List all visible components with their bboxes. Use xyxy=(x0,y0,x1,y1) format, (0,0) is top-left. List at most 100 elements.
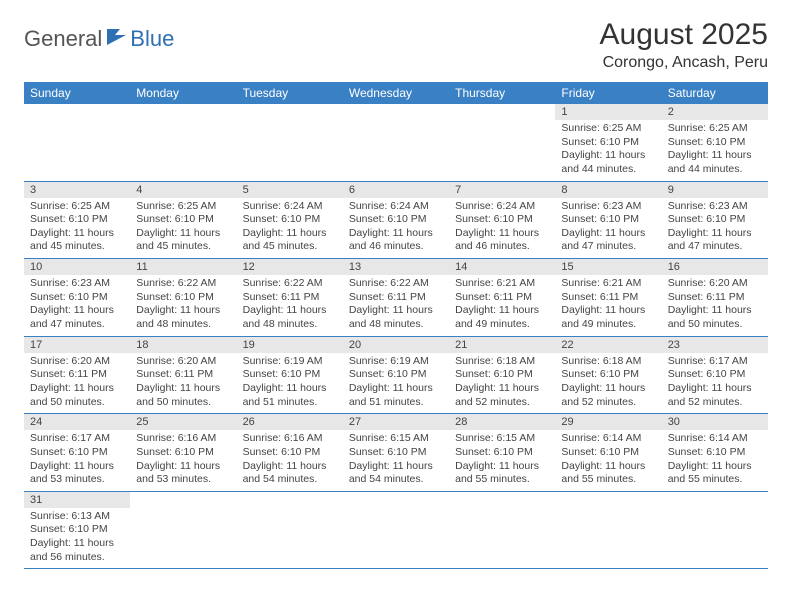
day-details: Sunrise: 6:23 AMSunset: 6:10 PMDaylight:… xyxy=(24,275,130,336)
sunset-text: Sunset: 6:10 PM xyxy=(455,213,549,227)
daylight-text: Daylight: 11 hours and 55 minutes. xyxy=(561,460,655,487)
day-details: Sunrise: 6:24 AMSunset: 6:10 PMDaylight:… xyxy=(449,198,555,259)
logo: General Blue xyxy=(24,26,174,52)
day-number: 6 xyxy=(343,182,449,198)
sunset-text: Sunset: 6:11 PM xyxy=(349,291,443,305)
logo-text-general: General xyxy=(24,26,102,52)
sunset-text: Sunset: 6:10 PM xyxy=(136,446,230,460)
sunrise-text: Sunrise: 6:25 AM xyxy=(668,122,762,136)
calendar-cell xyxy=(130,491,236,569)
sunset-text: Sunset: 6:11 PM xyxy=(668,291,762,305)
calendar-cell: 17Sunrise: 6:20 AMSunset: 6:11 PMDayligh… xyxy=(24,336,130,414)
day-number xyxy=(130,492,236,496)
sunrise-text: Sunrise: 6:24 AM xyxy=(349,200,443,214)
sunset-text: Sunset: 6:10 PM xyxy=(243,213,337,227)
daylight-text: Daylight: 11 hours and 47 minutes. xyxy=(561,227,655,254)
sunset-text: Sunset: 6:10 PM xyxy=(668,213,762,227)
day-details: Sunrise: 6:14 AMSunset: 6:10 PMDaylight:… xyxy=(662,430,768,491)
sunrise-text: Sunrise: 6:14 AM xyxy=(668,432,762,446)
calendar-cell: 16Sunrise: 6:20 AMSunset: 6:11 PMDayligh… xyxy=(662,259,768,337)
daylight-text: Daylight: 11 hours and 50 minutes. xyxy=(668,304,762,331)
calendar-cell xyxy=(662,491,768,569)
calendar-cell: 26Sunrise: 6:16 AMSunset: 6:10 PMDayligh… xyxy=(237,414,343,492)
day-details: Sunrise: 6:21 AMSunset: 6:11 PMDaylight:… xyxy=(555,275,661,336)
sunset-text: Sunset: 6:10 PM xyxy=(136,213,230,227)
day-header-row: Sunday Monday Tuesday Wednesday Thursday… xyxy=(24,82,768,104)
day-details: Sunrise: 6:25 AMSunset: 6:10 PMDaylight:… xyxy=(662,120,768,181)
day-number: 7 xyxy=(449,182,555,198)
calendar-cell xyxy=(237,491,343,569)
day-number: 14 xyxy=(449,259,555,275)
sunset-text: Sunset: 6:10 PM xyxy=(561,446,655,460)
calendar-cell: 30Sunrise: 6:14 AMSunset: 6:10 PMDayligh… xyxy=(662,414,768,492)
day-details: Sunrise: 6:25 AMSunset: 6:10 PMDaylight:… xyxy=(555,120,661,181)
day-details: Sunrise: 6:23 AMSunset: 6:10 PMDaylight:… xyxy=(555,198,661,259)
sunset-text: Sunset: 6:10 PM xyxy=(561,213,655,227)
daylight-text: Daylight: 11 hours and 46 minutes. xyxy=(455,227,549,254)
day-details: Sunrise: 6:22 AMSunset: 6:11 PMDaylight:… xyxy=(343,275,449,336)
day-number: 12 xyxy=(237,259,343,275)
col-friday: Friday xyxy=(555,82,661,104)
daylight-text: Daylight: 11 hours and 48 minutes. xyxy=(136,304,230,331)
day-details: Sunrise: 6:21 AMSunset: 6:11 PMDaylight:… xyxy=(449,275,555,336)
sunset-text: Sunset: 6:10 PM xyxy=(668,136,762,150)
day-number xyxy=(130,104,236,108)
sunset-text: Sunset: 6:10 PM xyxy=(455,446,549,460)
sunrise-text: Sunrise: 6:20 AM xyxy=(668,277,762,291)
day-details: Sunrise: 6:25 AMSunset: 6:10 PMDaylight:… xyxy=(24,198,130,259)
calendar-cell xyxy=(24,104,130,181)
calendar-cell xyxy=(343,491,449,569)
day-number xyxy=(449,104,555,108)
day-number: 29 xyxy=(555,414,661,430)
col-saturday: Saturday xyxy=(662,82,768,104)
day-number: 30 xyxy=(662,414,768,430)
sunrise-text: Sunrise: 6:23 AM xyxy=(668,200,762,214)
day-number: 5 xyxy=(237,182,343,198)
calendar-cell: 4Sunrise: 6:25 AMSunset: 6:10 PMDaylight… xyxy=(130,181,236,259)
sunrise-text: Sunrise: 6:23 AM xyxy=(30,277,124,291)
sunset-text: Sunset: 6:10 PM xyxy=(668,446,762,460)
daylight-text: Daylight: 11 hours and 55 minutes. xyxy=(455,460,549,487)
day-details: Sunrise: 6:23 AMSunset: 6:10 PMDaylight:… xyxy=(662,198,768,259)
day-details: Sunrise: 6:18 AMSunset: 6:10 PMDaylight:… xyxy=(555,353,661,414)
day-number: 1 xyxy=(555,104,661,120)
day-number xyxy=(343,492,449,496)
daylight-text: Daylight: 11 hours and 55 minutes. xyxy=(668,460,762,487)
daylight-text: Daylight: 11 hours and 51 minutes. xyxy=(243,382,337,409)
sunrise-text: Sunrise: 6:15 AM xyxy=(455,432,549,446)
sunset-text: Sunset: 6:10 PM xyxy=(349,368,443,382)
col-tuesday: Tuesday xyxy=(237,82,343,104)
sunset-text: Sunset: 6:10 PM xyxy=(561,136,655,150)
sunrise-text: Sunrise: 6:25 AM xyxy=(561,122,655,136)
day-details: Sunrise: 6:20 AMSunset: 6:11 PMDaylight:… xyxy=(24,353,130,414)
sunrise-text: Sunrise: 6:16 AM xyxy=(243,432,337,446)
day-number: 23 xyxy=(662,337,768,353)
calendar-cell: 2Sunrise: 6:25 AMSunset: 6:10 PMDaylight… xyxy=(662,104,768,181)
daylight-text: Daylight: 11 hours and 50 minutes. xyxy=(30,382,124,409)
day-number: 3 xyxy=(24,182,130,198)
sunrise-text: Sunrise: 6:14 AM xyxy=(561,432,655,446)
day-number: 25 xyxy=(130,414,236,430)
calendar-cell xyxy=(130,104,236,181)
daylight-text: Daylight: 11 hours and 54 minutes. xyxy=(243,460,337,487)
calendar-cell xyxy=(449,491,555,569)
day-details: Sunrise: 6:24 AMSunset: 6:10 PMDaylight:… xyxy=(343,198,449,259)
day-details: Sunrise: 6:13 AMSunset: 6:10 PMDaylight:… xyxy=(24,508,130,569)
logo-text-blue: Blue xyxy=(130,26,174,52)
day-number: 31 xyxy=(24,492,130,508)
sunset-text: Sunset: 6:11 PM xyxy=(561,291,655,305)
daylight-text: Daylight: 11 hours and 52 minutes. xyxy=(455,382,549,409)
calendar-cell: 13Sunrise: 6:22 AMSunset: 6:11 PMDayligh… xyxy=(343,259,449,337)
daylight-text: Daylight: 11 hours and 46 minutes. xyxy=(349,227,443,254)
daylight-text: Daylight: 11 hours and 49 minutes. xyxy=(455,304,549,331)
day-number: 18 xyxy=(130,337,236,353)
calendar-cell: 29Sunrise: 6:14 AMSunset: 6:10 PMDayligh… xyxy=(555,414,661,492)
calendar-cell xyxy=(555,491,661,569)
day-details: Sunrise: 6:14 AMSunset: 6:10 PMDaylight:… xyxy=(555,430,661,491)
sunset-text: Sunset: 6:11 PM xyxy=(243,291,337,305)
day-number: 26 xyxy=(237,414,343,430)
sunrise-text: Sunrise: 6:18 AM xyxy=(561,355,655,369)
day-number xyxy=(555,492,661,496)
sunrise-text: Sunrise: 6:15 AM xyxy=(349,432,443,446)
day-number: 8 xyxy=(555,182,661,198)
